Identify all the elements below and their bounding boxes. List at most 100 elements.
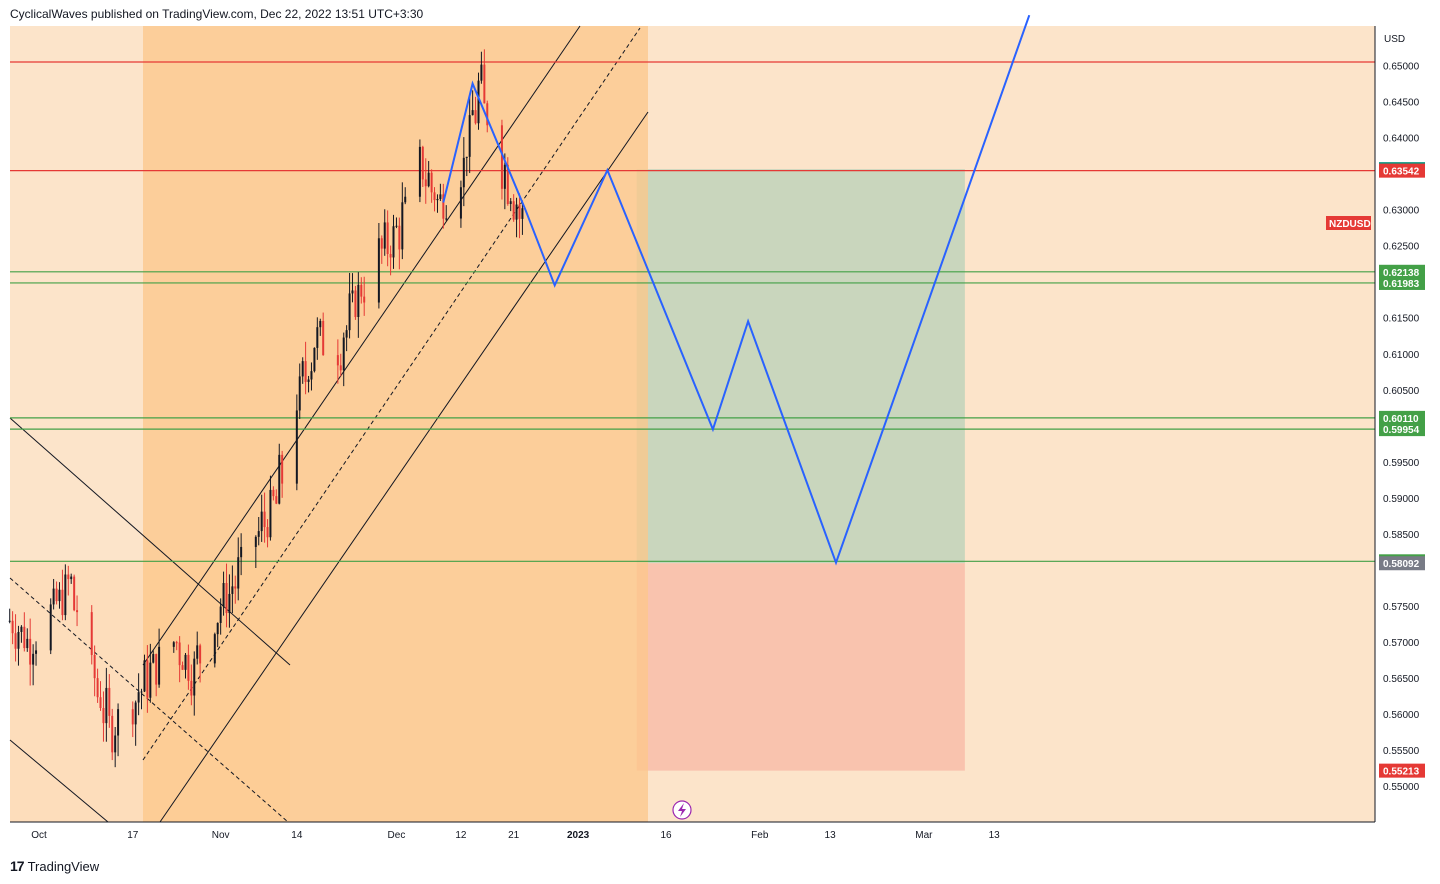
projection-path-line [442,14,1031,566]
candle-body [474,110,477,124]
candle-body [152,654,155,663]
candle-body [137,692,140,703]
y-tick-label: 0.57000 [1383,638,1420,649]
candle [439,183,442,202]
candle-body [196,645,199,659]
y-tick-label: 0.62500 [1383,242,1420,253]
candle [216,622,219,648]
candle-body [225,583,228,614]
candle [433,187,436,212]
candle-body [509,201,512,204]
candle-body [90,612,93,655]
candle [114,727,117,768]
symbol-tag: NZDUSD [1326,216,1371,230]
price-tag-label: 0.59954 [1383,425,1420,436]
candle [278,443,281,505]
candle-body [500,125,503,189]
y-tick-label: 0.64500 [1383,98,1420,109]
candle-body [468,115,471,157]
candle-body [234,586,237,589]
candle-body [445,218,448,220]
publish-header: CyclicalWaves published on TradingView.c… [10,7,424,21]
candle [234,575,237,604]
candle-body [213,634,216,664]
candle [512,194,515,222]
candle-body [518,204,521,219]
candle [342,332,345,387]
candle-body [351,290,354,294]
candle [93,645,96,697]
candle-body [462,157,465,188]
candle [421,145,424,187]
candle-body [260,511,263,532]
candle [336,339,339,384]
candle-body [319,320,322,328]
candle [471,90,474,116]
candle [131,701,134,738]
candle-body [295,410,298,484]
candle [383,209,386,256]
candle [351,273,354,303]
price-tag: 0.61983 [1379,275,1425,290]
candle [108,674,111,728]
x-tick-label: Mar [915,830,933,841]
candle [76,595,79,627]
tradingview-brand: TradingView [27,858,100,874]
candle [272,486,275,501]
candle-body [480,64,483,81]
candle-body [172,642,175,647]
zones-layer [636,169,965,771]
candles-layer [8,49,524,768]
candle-body [32,653,35,665]
candle [140,688,143,710]
candle-body [20,626,23,632]
x-tick-label: 14 [291,830,303,841]
candle [363,276,366,316]
candle-body [427,172,430,187]
candle [193,651,196,716]
candle [401,182,404,260]
candle [196,631,199,665]
x-tick-label: 12 [455,830,467,841]
price-tag: 0.63542 [1379,163,1425,178]
candle [102,691,105,742]
candle [90,605,93,665]
price-tag-label: 0.62138 [1383,268,1420,279]
candle-body [58,589,61,602]
candle-body [240,546,243,558]
candle-body [190,680,193,696]
candle-body [345,330,348,338]
candle [99,681,102,711]
price-tag-box [1379,163,1425,178]
candle [64,564,67,621]
y-tick-label: 0.59500 [1383,458,1420,469]
x-tick-label: 2023 [567,830,590,841]
candle-body [401,202,404,250]
candle-body [155,654,158,685]
price-tag-label: 0.63542 [1383,167,1420,178]
candle-body [49,604,52,651]
candle-body [64,574,67,616]
candle [313,347,316,373]
tradingview-footer[interactable]: 17 TradingView [10,858,99,874]
candle [190,664,193,706]
candle [316,317,319,360]
candle [345,325,348,352]
candle-body [231,586,234,594]
candle [427,161,430,188]
candle [219,598,222,635]
price-tag-label: 0.55213 [1383,767,1420,778]
candle [436,194,439,213]
candle-body [363,296,366,303]
price-tag-box [1379,264,1425,279]
candle [175,640,178,651]
candle-body [102,708,105,724]
candle-body [339,365,342,371]
candle-body [263,511,266,528]
symbol-tag-box [1326,216,1371,230]
candle-body [158,646,161,685]
candle-body [521,208,524,219]
candle-body [266,527,269,538]
candle-body [301,361,304,377]
